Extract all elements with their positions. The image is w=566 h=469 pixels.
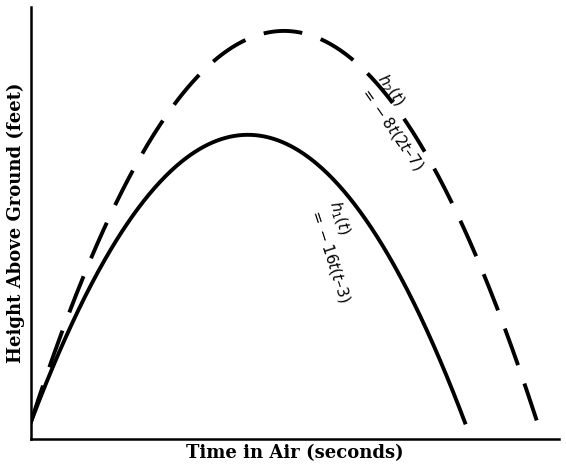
Y-axis label: Height Above Ground (feet): Height Above Ground (feet) <box>7 83 25 363</box>
Text: $h_1(t)$
$=-16t(t–3)$: $h_1(t)$ $=-16t(t–3)$ <box>306 199 374 305</box>
X-axis label: Time in Air (seconds): Time in Air (seconds) <box>186 444 404 462</box>
Text: $h_2(t)$
$=-8t(2t–7)$: $h_2(t)$ $=-8t(2t–7)$ <box>357 71 445 174</box>
